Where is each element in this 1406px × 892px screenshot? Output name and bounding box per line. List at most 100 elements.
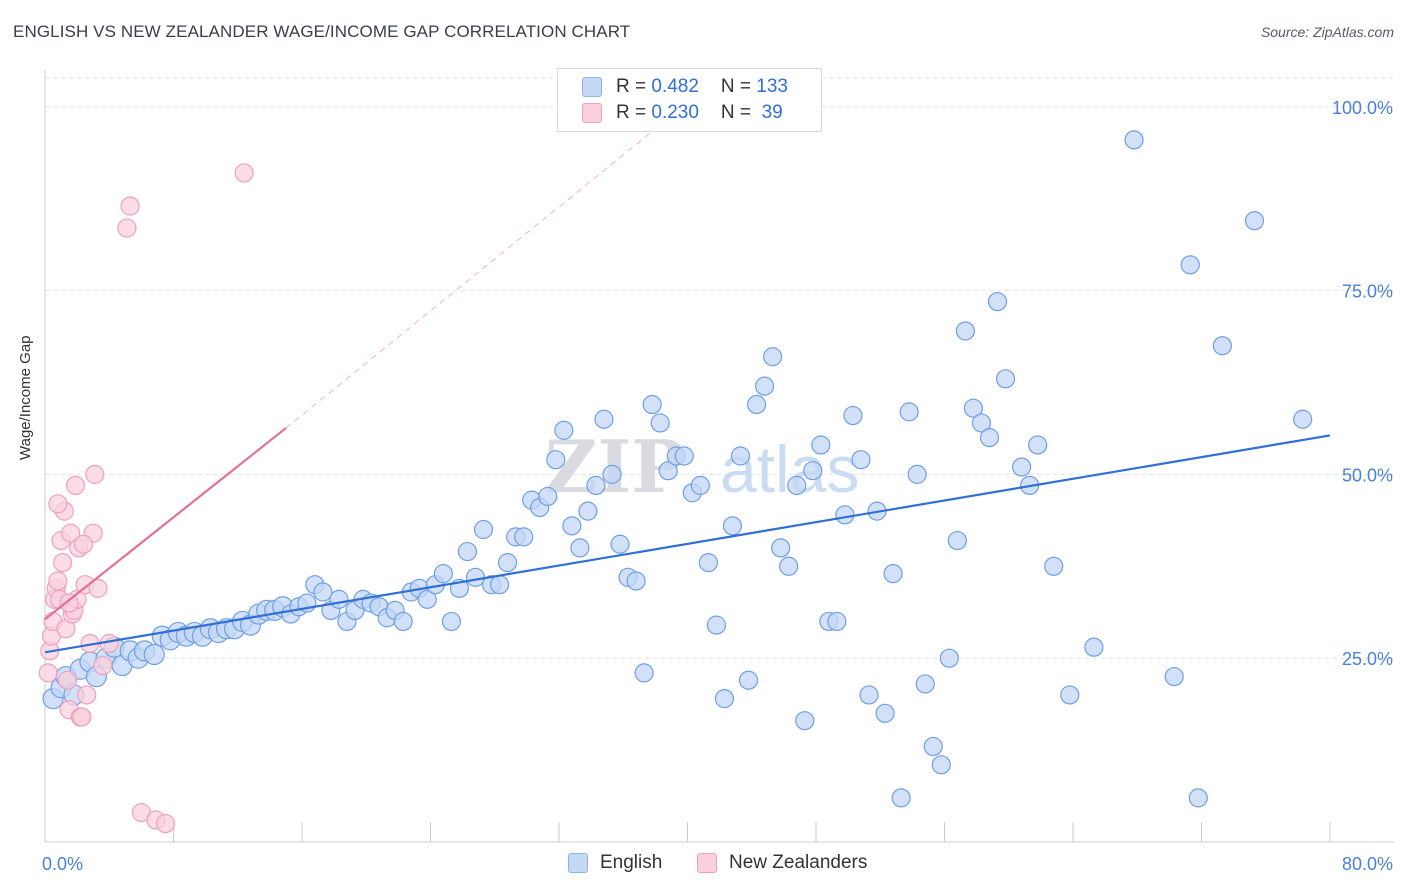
new-zealander-point xyxy=(85,464,105,484)
english-point xyxy=(939,648,959,668)
english-point xyxy=(835,505,855,525)
english-point xyxy=(1244,211,1265,231)
bottom-legend-english: English xyxy=(568,852,662,874)
new-zealander-point xyxy=(38,663,58,683)
english-point xyxy=(642,394,662,415)
english-trend-line xyxy=(44,434,1331,654)
new-zealander-point xyxy=(234,163,254,183)
english-swatch xyxy=(582,77,602,97)
english-point xyxy=(875,703,895,723)
english-point xyxy=(634,663,654,683)
english-point xyxy=(1188,788,1208,808)
english-point xyxy=(610,534,630,554)
english-point xyxy=(714,689,735,709)
new-zealander-point xyxy=(59,593,79,613)
new-zealander-point xyxy=(155,814,176,834)
english-point xyxy=(143,643,165,666)
english-point xyxy=(473,519,494,540)
english-point xyxy=(393,611,413,632)
english-point xyxy=(570,538,590,558)
english-point xyxy=(658,461,678,481)
english-point xyxy=(1060,685,1080,705)
legend-n-value: 39 xyxy=(756,102,783,123)
nz-trend-extension xyxy=(285,128,656,429)
correlation-legend: R = 0.482 N = 133 R = 0.230 N = 39 xyxy=(557,68,822,132)
english-point xyxy=(546,450,566,470)
new-zealander-point xyxy=(61,523,81,543)
english-point xyxy=(915,674,935,694)
new-zealander-points xyxy=(38,163,254,834)
english-point xyxy=(514,527,534,547)
english-point xyxy=(931,755,951,775)
english-point xyxy=(586,475,606,496)
english-point xyxy=(313,582,333,602)
english-point xyxy=(795,711,815,731)
bottom-legend-new-zealanders: New Zealanders xyxy=(697,852,867,874)
english-swatch xyxy=(568,853,588,873)
y-axis-label: Wage/Income Gap xyxy=(17,335,34,460)
legend-r-value: 0.482 xyxy=(651,76,699,97)
new-zealander-point xyxy=(48,494,68,514)
english-point xyxy=(1180,255,1200,275)
english-point xyxy=(730,446,751,466)
new-zealander-point xyxy=(72,707,92,727)
legend-row-english: R = 0.482 N = 133 xyxy=(582,76,788,98)
english-point xyxy=(923,736,943,757)
english-point xyxy=(465,567,486,587)
y-tick-label: 50.0% xyxy=(1342,465,1393,485)
english-point xyxy=(1212,336,1232,356)
new-zealander-point xyxy=(65,475,86,496)
legend-r-value: 0.230 xyxy=(651,102,699,123)
english-point xyxy=(706,615,727,635)
english-point xyxy=(1011,457,1032,477)
english-point xyxy=(963,398,984,418)
english-point xyxy=(771,538,791,558)
nz-trend-line xyxy=(44,427,287,621)
english-point xyxy=(899,402,919,422)
english-point xyxy=(554,420,574,440)
english-point xyxy=(578,501,598,521)
english-point xyxy=(498,553,518,573)
english-point xyxy=(859,685,879,705)
english-point xyxy=(955,321,975,341)
english-point xyxy=(971,413,992,433)
english-point xyxy=(457,541,478,562)
english-point xyxy=(787,475,807,496)
new-zealander-point xyxy=(93,655,113,676)
new-zealander-point xyxy=(117,218,137,238)
english-point xyxy=(803,461,823,481)
source-attribution: Source: ZipAtlas.com xyxy=(1260,24,1394,40)
english-point xyxy=(562,516,582,536)
english-point xyxy=(843,405,863,426)
new-zealander-point xyxy=(120,196,140,216)
english-point xyxy=(674,446,694,466)
english-point xyxy=(1028,435,1048,455)
new-zealander-point xyxy=(77,685,97,705)
english-point xyxy=(947,530,967,551)
bottom-legend-nz-label: New Zealanders xyxy=(729,852,868,873)
chart-title: ENGLISH VS NEW ZEALANDER WAGE/INCOME GAP… xyxy=(13,22,631,41)
english-point xyxy=(441,611,461,632)
watermark-atlas: atlas xyxy=(720,432,859,506)
legend-r-label: R = xyxy=(616,76,652,97)
x-tick-label: 0.0% xyxy=(42,854,83,874)
legend-row-new-zealanders: R = 0.230 N = 39 xyxy=(582,102,783,124)
english-point xyxy=(489,575,510,595)
y-tick-label: 100.0% xyxy=(1332,98,1393,118)
english-point xyxy=(1124,130,1144,150)
english-point xyxy=(329,589,349,609)
english-point xyxy=(1044,556,1064,576)
new-zealander-point xyxy=(48,571,68,591)
english-point xyxy=(1084,637,1104,657)
new-zealanders-swatch xyxy=(697,853,717,873)
new-zealander-point xyxy=(88,578,108,598)
axes xyxy=(44,70,1394,843)
english-point xyxy=(690,475,710,496)
english-point xyxy=(883,564,903,584)
english-point xyxy=(538,486,558,507)
english-point xyxy=(979,428,1000,448)
english-point xyxy=(827,611,847,632)
english-point xyxy=(738,670,759,690)
english-point xyxy=(811,435,831,455)
